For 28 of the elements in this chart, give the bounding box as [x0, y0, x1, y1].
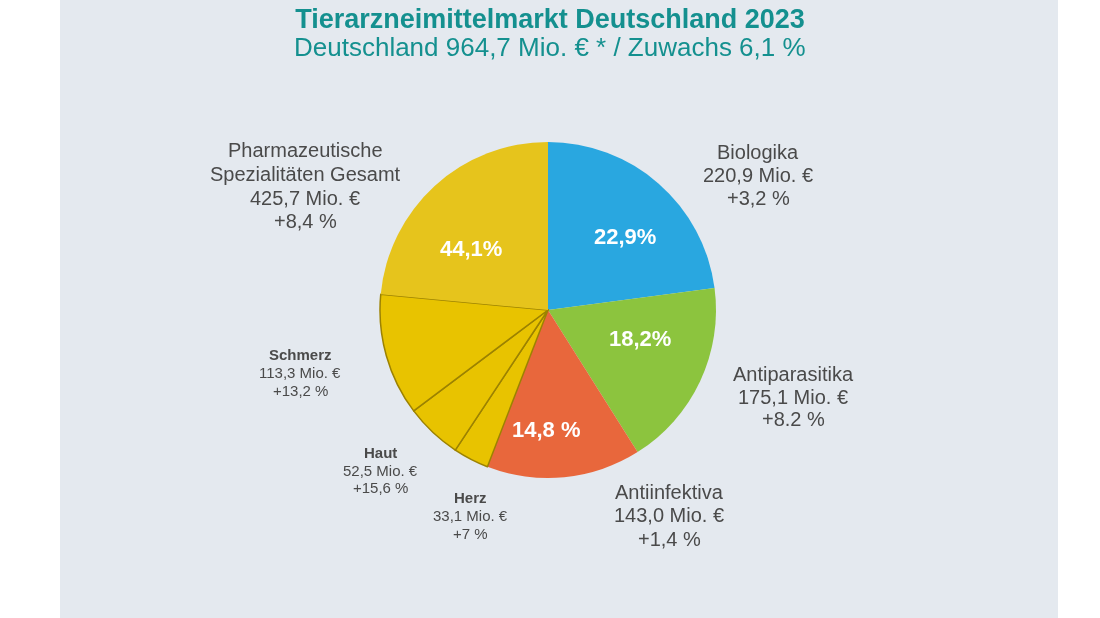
- data-label: 113,3 Mio. €: [259, 364, 342, 381]
- slice-label: Antiparasitika: [733, 363, 854, 385]
- data-label: 33,1 Mio. €: [433, 507, 508, 524]
- text: +13,2 %: [273, 382, 329, 399]
- slice-label: Antiinfektiva: [615, 481, 724, 503]
- text: +8,4 %: [274, 210, 338, 232]
- text: 425,7 Mio. €: [250, 187, 361, 209]
- data-label: 175,1 Mio. €: [738, 386, 849, 408]
- slice-label: Biologika: [717, 141, 800, 163]
- text: 14,8 %: [512, 417, 581, 442]
- text: +3,2 %: [727, 187, 791, 209]
- slice-label: Herz: [454, 489, 487, 506]
- slice-label: Schmerz: [269, 346, 332, 363]
- text: 18,2%: [609, 326, 672, 351]
- text: +7 %: [453, 525, 488, 542]
- chart-title: Tierarzneimittelmarkt Deutschland 2023: [295, 4, 805, 35]
- text: +1,4 %: [638, 528, 702, 550]
- chart-subtitle: Deutschland 964,7 Mio. € * / Zuwachs 6,1 %: [294, 32, 806, 62]
- data-label: 143,0 Mio. €: [614, 504, 725, 526]
- data-label: 52,5 Mio. €: [343, 462, 418, 479]
- text: +8.2 %: [762, 408, 826, 430]
- text: +15,6 %: [353, 479, 409, 496]
- data-label: 220,9 Mio. €: [703, 164, 814, 186]
- text: Pharmazeutische: [228, 139, 383, 161]
- text: 22,9%: [594, 224, 657, 249]
- text: Spezialitäten Gesamt: [210, 163, 401, 185]
- slice-label: Haut: [364, 444, 398, 461]
- text: 44,1%: [440, 236, 503, 261]
